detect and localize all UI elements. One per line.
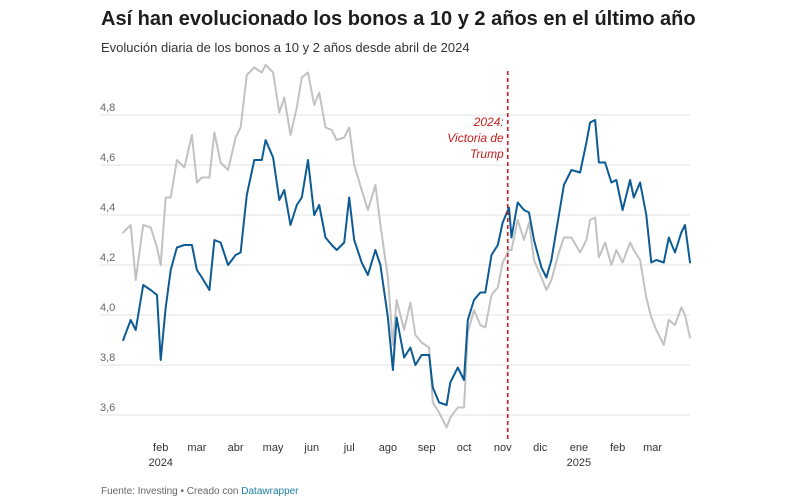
x-axis-ticks: feb 2024 mar abr may jun jul ago sep oct nov dic ene… (148, 442, 662, 469)
series-line-2y (122, 64, 691, 429)
y-tick-label: 4,4 (100, 202, 115, 214)
x-tick-label: sep (418, 442, 436, 454)
x-tick-label: may (263, 442, 284, 454)
x-tick-label: dic (533, 442, 548, 454)
annotation-trump: 2024: Victoria de Trump (447, 71, 509, 440)
x-tick-label: jun (303, 442, 319, 454)
y-tick-label: 4,8 (100, 102, 115, 114)
footer: Fuente: Investing • Creado con Datawrapp… (101, 486, 299, 497)
grid-lines (100, 114, 690, 416)
x-tick-label: ago (379, 442, 397, 454)
y-tick-label: 4,0 (100, 302, 115, 314)
y-tick-label: 4,6 (100, 152, 115, 164)
annotation-label: 2024: (473, 115, 504, 129)
chart-subtitle: Evolución diaria de los bonos a 10 y 2 a… (101, 40, 470, 55)
x-tick-year-label: 2024 (148, 457, 172, 469)
series-line-10y (122, 119, 691, 406)
x-tick-label: mar (643, 442, 662, 454)
x-tick-label: oct (457, 442, 472, 454)
x-tick-year-label: 2025 (567, 457, 591, 469)
x-tick-label: mar (187, 442, 206, 454)
y-tick-label: 3,8 (100, 352, 115, 364)
series-lines (122, 64, 691, 429)
line-chart: 3,6 3,8 4,0 4,2 4,4 4,6 4,8 feb 2024 mar abr may ju… (100, 64, 691, 469)
chart-title: Así han evolucionado los bonos a 10 y 2 … (101, 8, 696, 30)
x-tick-label: feb (153, 442, 168, 454)
x-tick-label: abr (228, 442, 244, 454)
annotation-label: Trump (470, 147, 504, 161)
x-tick-label: feb (610, 442, 625, 454)
annotation-label: Victoria de (447, 131, 504, 145)
x-tick-label: jul (343, 442, 355, 454)
y-axis-ticks: 3,6 3,8 4,0 4,2 4,4 4,6 4,8 (100, 102, 115, 414)
x-tick-label: ene (570, 442, 588, 454)
x-tick-label: nov (494, 442, 512, 454)
datawrapper-link[interactable]: Datawrapper (241, 486, 299, 497)
y-tick-label: 4,2 (100, 252, 115, 264)
y-tick-label: 3,6 (100, 402, 115, 414)
source-text: Fuente: Investing • Creado con (101, 486, 239, 497)
